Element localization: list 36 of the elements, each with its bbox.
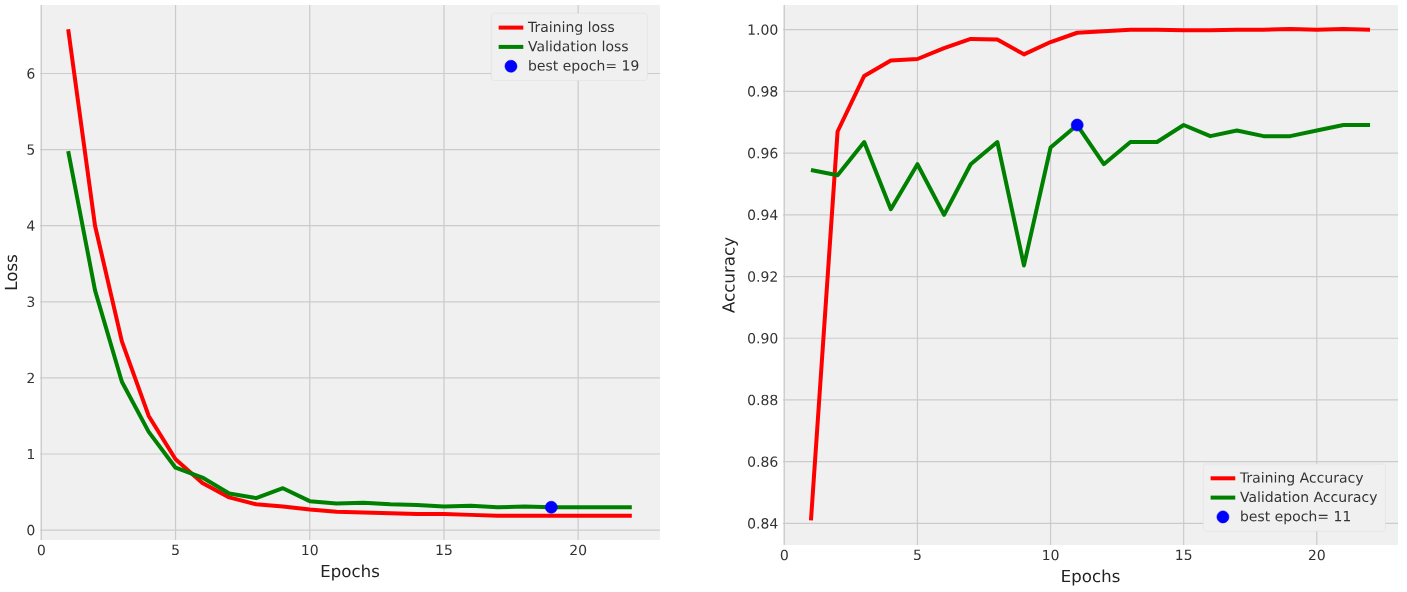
- x-tick-label: 5: [914, 549, 921, 561]
- y-tick-label: 0: [27, 524, 35, 536]
- x-tick-label: 0: [780, 549, 788, 561]
- y-tick-label: 2: [27, 372, 34, 384]
- y-tick-label: 0.98: [748, 86, 778, 97]
- y-tick-label: 0.96: [748, 147, 778, 159]
- y-tick-label: 0.94: [748, 209, 778, 221]
- x-axis-title: Epochs: [321, 564, 380, 581]
- x-tick-label: 15: [1176, 549, 1192, 561]
- y-tick-label: 6: [27, 68, 35, 79]
- y-tick-label: 0.90: [748, 332, 778, 344]
- x-tick-label: 10: [1043, 549, 1059, 561]
- x-tick-label: 5: [172, 544, 179, 556]
- y-tick-label: 0.92: [748, 271, 777, 282]
- y-tick-label: 0.84: [748, 518, 778, 529]
- y-tick-label: 0.88: [748, 394, 778, 406]
- y-tick-label: 1: [27, 448, 35, 460]
- legend-label: Training Accuracy: [1239, 471, 1364, 486]
- x-axis-title: Epochs: [1062, 569, 1120, 586]
- x-tick-label: 15: [436, 544, 452, 556]
- y-tick-label: 4: [27, 220, 35, 231]
- y-tick-label: 3: [27, 296, 35, 308]
- x-tick-label: 20: [1308, 549, 1325, 561]
- legend-label: Validation loss: [528, 40, 628, 52]
- legend-label: Validation Accuracy: [1240, 491, 1378, 505]
- x-tick-label: 0: [37, 544, 45, 556]
- y-tick-label: 1.00: [748, 24, 778, 35]
- y-axis-title: Accuracy: [722, 237, 738, 313]
- y-axis-title: Loss: [4, 255, 18, 290]
- legend-label: best epoch= 11: [1241, 510, 1350, 525]
- y-tick-label: 5: [27, 144, 35, 155]
- x-tick-label: 10: [302, 544, 318, 556]
- legend-label: Training loss: [527, 21, 615, 35]
- legend-label: best epoch= 19: [529, 59, 639, 74]
- x-tick-label: 20: [570, 544, 587, 556]
- y-tick-label: 0.86: [748, 456, 778, 467]
